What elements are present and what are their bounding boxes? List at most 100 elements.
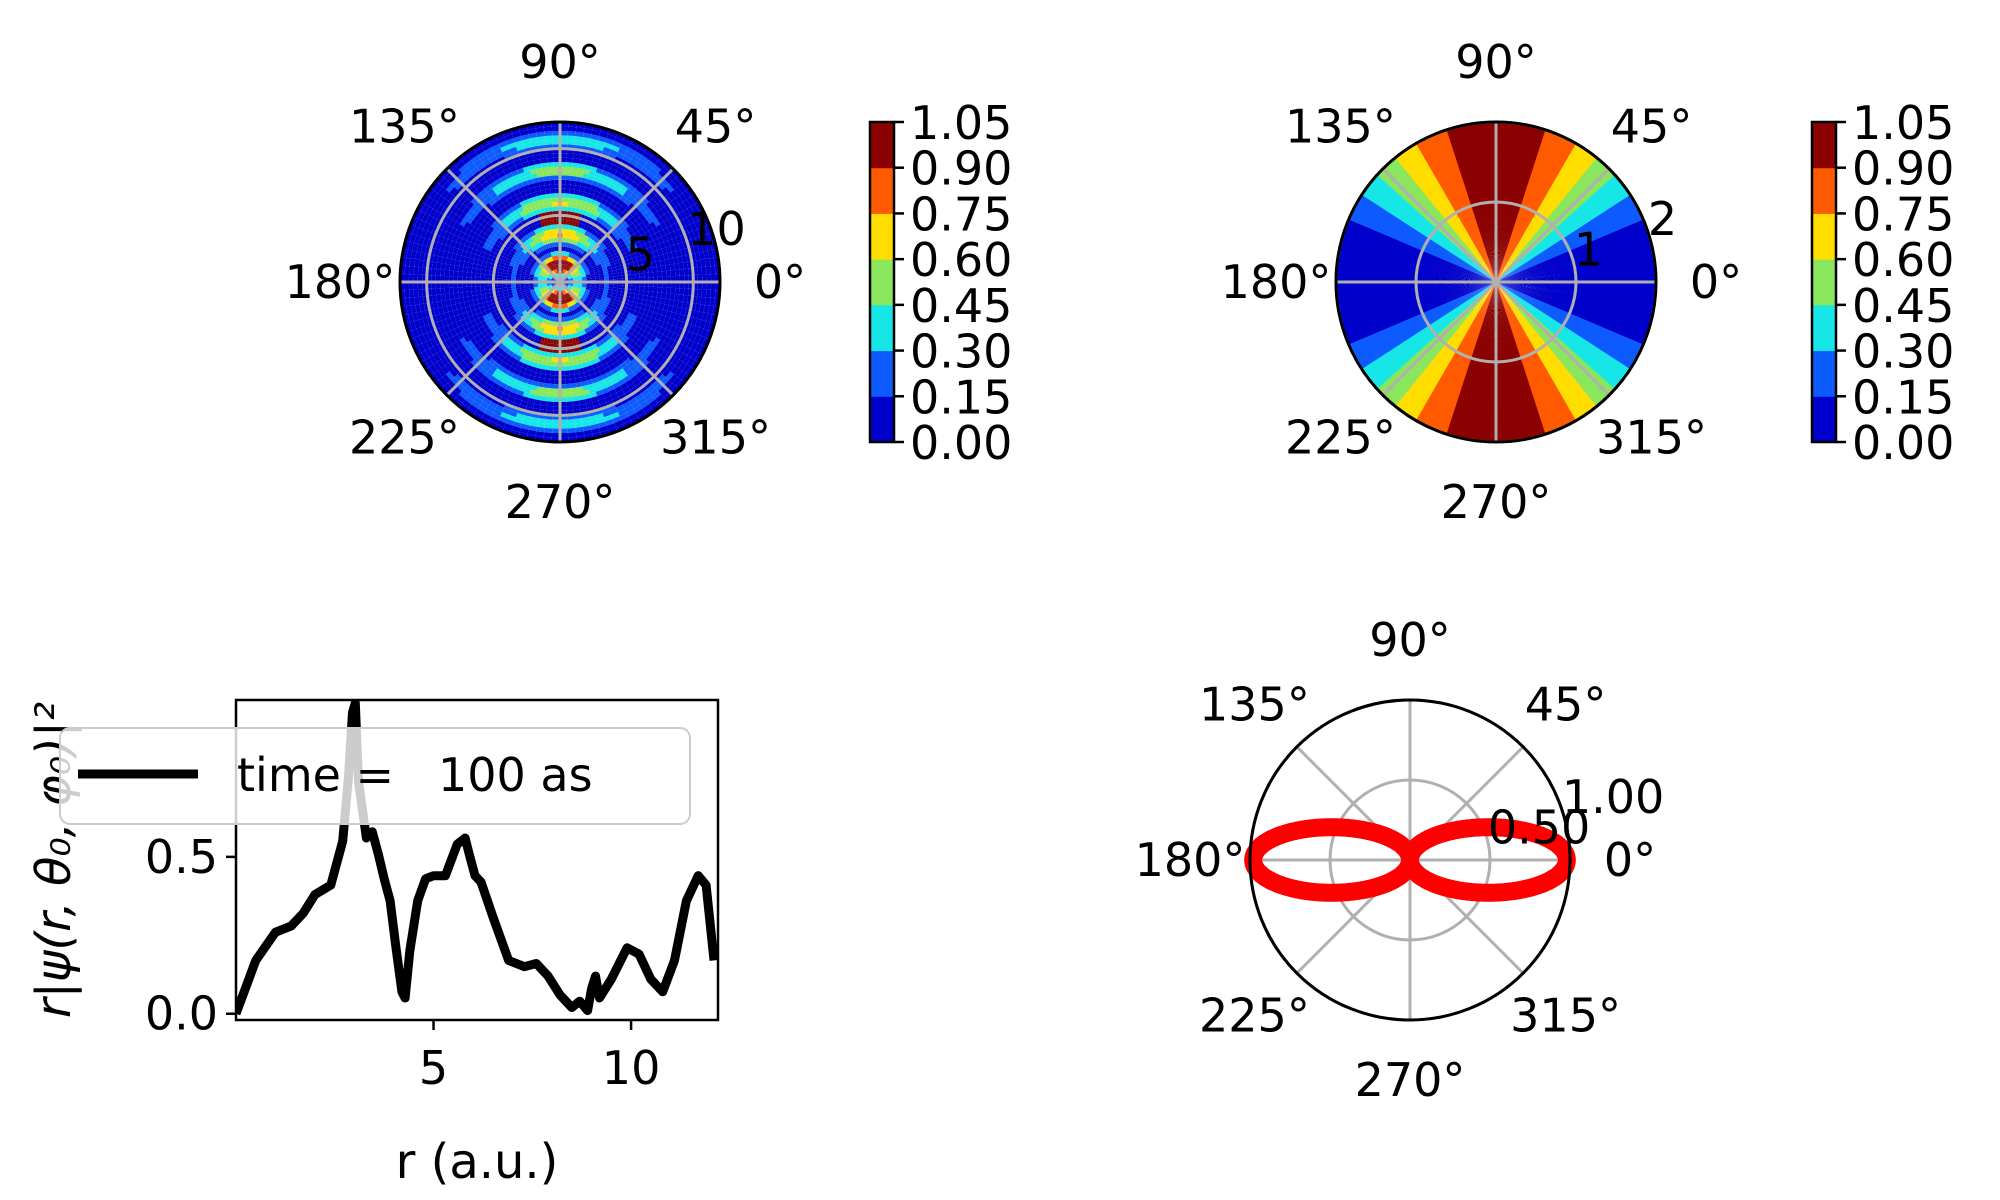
density-cell — [531, 352, 537, 359]
density-cell — [547, 166, 555, 172]
density-cell — [607, 289, 613, 294]
density-cell — [548, 320, 552, 326]
density-cell — [551, 283, 557, 287]
density-cell — [531, 292, 537, 297]
density-cell — [585, 273, 591, 277]
density-cell — [440, 263, 446, 270]
polar-grid — [1334, 120, 1658, 444]
density-cell — [562, 274, 565, 279]
density-cell — [576, 317, 581, 323]
density-cell — [449, 264, 455, 271]
density-cell — [576, 246, 580, 252]
angle-tick-label: 45° — [1611, 99, 1693, 153]
density-cell — [569, 306, 573, 312]
density-cell — [589, 290, 595, 293]
density-cell — [529, 316, 534, 322]
density-cell — [546, 295, 550, 300]
density-cell — [615, 265, 621, 270]
density-cell — [537, 222, 543, 229]
density-cell — [512, 269, 518, 273]
density-cell — [584, 291, 590, 295]
density-cell — [592, 204, 599, 211]
density-cell — [571, 287, 577, 291]
density-cell — [564, 193, 570, 199]
density-cell — [551, 316, 555, 322]
density-cell — [646, 295, 653, 302]
density-cell — [593, 257, 599, 262]
density-cell — [534, 372, 541, 378]
density-cell — [538, 275, 544, 278]
density-cell — [553, 219, 557, 225]
density-cell — [586, 296, 592, 300]
density-cell — [520, 231, 527, 238]
density-cell — [581, 244, 587, 250]
density-cell — [599, 277, 605, 280]
density-cell — [535, 353, 541, 360]
density-cell — [575, 251, 580, 256]
density-cell — [615, 323, 622, 330]
density-cell — [577, 278, 583, 281]
density-cell — [633, 265, 640, 271]
density-cell — [539, 288, 544, 292]
density-cell — [530, 291, 536, 295]
density-cell — [541, 268, 546, 273]
density-cell — [573, 278, 578, 280]
density-cell — [536, 305, 541, 310]
density-cell — [516, 290, 522, 294]
density-cell — [494, 351, 502, 358]
density-cell — [567, 202, 573, 208]
density-cell — [555, 264, 558, 270]
density-cell — [616, 335, 623, 342]
density-cell — [577, 285, 582, 288]
density-cell — [588, 203, 595, 209]
density-cell — [593, 309, 598, 315]
density-cell — [544, 305, 548, 310]
density-cell — [578, 209, 584, 215]
density-cell — [624, 325, 631, 332]
density-cell — [561, 308, 564, 314]
density-cell — [495, 357, 503, 365]
density-cell — [583, 294, 588, 298]
density-cell — [546, 283, 552, 285]
density-cell — [540, 208, 546, 214]
density-cell — [550, 238, 554, 243]
density-cell — [568, 297, 572, 302]
density-cell — [516, 235, 522, 242]
density-cell — [612, 272, 618, 277]
density-cell — [553, 317, 557, 322]
density-cell — [465, 251, 472, 258]
density-cell — [550, 298, 554, 303]
density-cell — [526, 238, 532, 245]
density-cell — [557, 295, 559, 300]
density-cell — [572, 259, 576, 265]
density-cell — [515, 365, 523, 372]
density-cell — [570, 295, 574, 300]
density-cell — [507, 292, 513, 296]
density-cell — [595, 275, 600, 279]
density-cell — [544, 259, 548, 265]
density-cell — [590, 274, 596, 278]
density-cell — [606, 265, 612, 270]
density-cell — [524, 262, 530, 266]
density-cell — [485, 309, 491, 315]
density-cell — [567, 229, 572, 235]
density-cell — [475, 328, 482, 336]
density-cell — [566, 321, 570, 326]
density-cell — [510, 260, 516, 265]
density-cell — [413, 266, 419, 275]
density-cell — [545, 289, 550, 294]
density-cell — [606, 245, 613, 251]
density-cell — [554, 228, 558, 234]
density-cell — [701, 266, 707, 275]
radial-tick-label: 5 — [626, 227, 655, 281]
density-cell — [575, 308, 580, 313]
angle-tick-label: 180° — [285, 255, 396, 309]
density-cell — [578, 267, 584, 271]
density-cell — [567, 267, 571, 272]
density-cell — [460, 302, 466, 309]
density-cell — [523, 263, 529, 268]
density-cell — [579, 291, 585, 295]
density-cell — [583, 246, 588, 251]
density-cell — [615, 209, 623, 216]
density-cell — [547, 277, 552, 280]
